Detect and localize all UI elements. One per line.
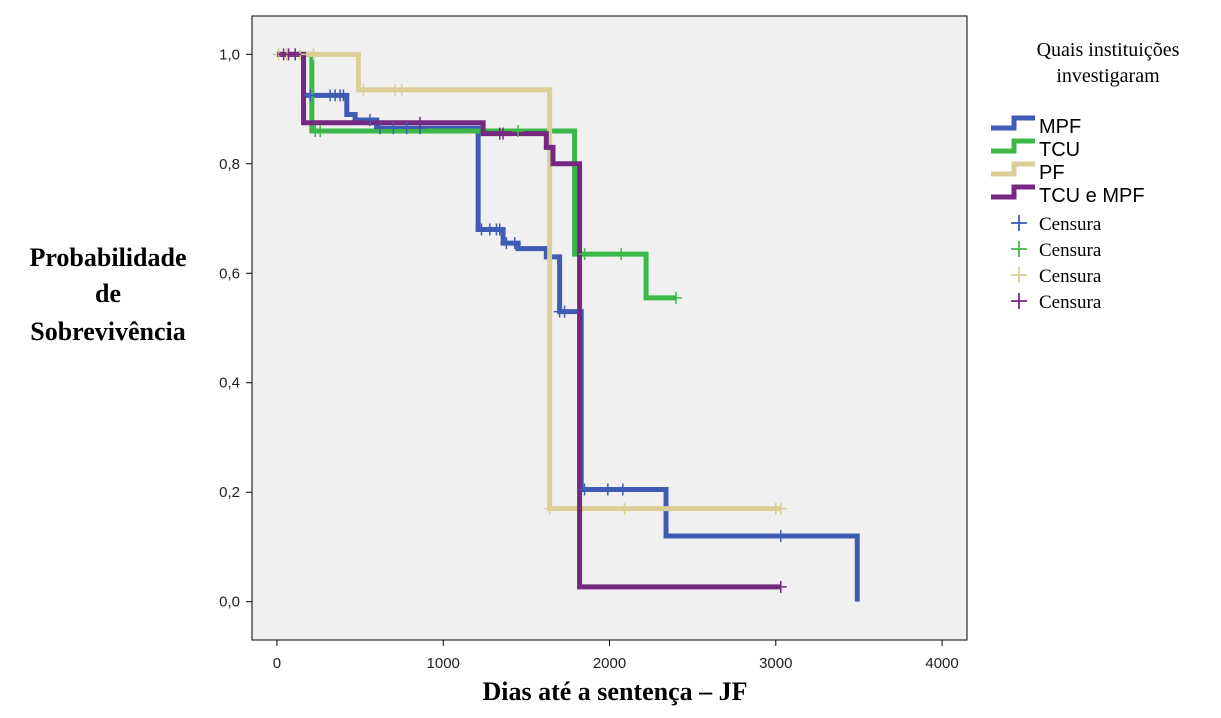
legend-censor-mark-1 — [1011, 215, 1027, 231]
y-tick-label: 1,0 — [219, 46, 240, 63]
censor-mark — [395, 83, 408, 96]
legend: Quais instituições investigaram MPFTCUPF… — [991, 39, 1180, 313]
legend-censor-mark-3 — [1011, 267, 1027, 283]
censor-mark — [493, 223, 506, 236]
y-tick-label: 0,8 — [219, 156, 240, 173]
censor-mark — [774, 580, 787, 593]
legend-label-4: TCU e MPF — [1039, 185, 1145, 207]
series-line-3 — [276, 51, 781, 512]
legend-swatch-1 — [991, 115, 1035, 131]
y-axis-title-line-2: de — [95, 279, 121, 308]
censor-mark — [374, 122, 387, 135]
y-axis-title-line-3: Sobrevivência — [30, 317, 186, 346]
y-tick-label: 0,6 — [219, 265, 240, 282]
censor-mark — [543, 502, 556, 515]
series-line-2 — [276, 51, 677, 301]
censor-mark — [558, 305, 571, 318]
censor-mark — [601, 483, 614, 496]
x-tick-label: 3000 — [759, 655, 792, 672]
legend-censor-mark-4 — [1011, 293, 1027, 309]
legend-censor-label-2: Censura — [1039, 240, 1102, 261]
censor-mark — [497, 127, 510, 140]
censor-mark — [578, 248, 591, 261]
censor-mark — [364, 114, 377, 126]
x-tick-label: 2000 — [593, 655, 626, 672]
x-axis-title: Dias até a sentença – JF — [482, 677, 747, 706]
legend-title-line-1: Quais instituições — [1037, 39, 1180, 61]
censor-marks — [272, 48, 787, 593]
censor-mark — [304, 89, 317, 102]
y-tick-label: 0,2 — [219, 484, 240, 501]
x-axis-ticks: 0 1000 2000 3000 4000 — [273, 640, 959, 672]
censor-mark — [670, 291, 683, 304]
legend-censor-label-4: Censura — [1039, 292, 1102, 313]
censor-mark — [774, 502, 787, 515]
legend-swatch-4 — [991, 184, 1035, 200]
legend-censor-mark-2 — [1011, 241, 1027, 257]
censor-mark — [400, 122, 413, 135]
censor-mark — [616, 483, 629, 496]
censor-mark — [774, 530, 787, 542]
censor-mark — [314, 124, 327, 137]
series-line-4 — [276, 51, 781, 590]
y-tick-label: 0,4 — [219, 375, 240, 392]
censor-mark — [289, 48, 302, 61]
legend-swatch-3 — [991, 161, 1035, 177]
censor-mark — [337, 89, 350, 102]
x-tick-label: 1000 — [427, 655, 460, 672]
legend-label-1: MPF — [1039, 116, 1081, 138]
legend-censor-label-1: Censura — [1039, 214, 1102, 235]
x-tick-label: 0 — [273, 655, 281, 672]
y-axis-title-line-1: Probabilidade — [29, 243, 186, 272]
censor-mark — [357, 83, 370, 96]
legend-label-2: TCU — [1039, 139, 1080, 161]
y-axis-ticks: 0,0 0,2 0,4 0,6 0,8 1,0 — [219, 46, 252, 611]
censor-mark — [508, 237, 521, 250]
censor-mark — [618, 502, 631, 515]
legend-swatch-2 — [991, 138, 1035, 154]
censor-mark — [512, 124, 525, 137]
censor-mark — [615, 248, 628, 261]
x-tick-label: 4000 — [925, 655, 958, 672]
legend-censor-label-3: Censura — [1039, 266, 1102, 287]
censor-mark — [413, 116, 426, 129]
legend-label-3: PF — [1039, 162, 1065, 184]
y-tick-label: 0,0 — [219, 594, 240, 611]
censor-mark — [578, 483, 591, 496]
censor-mark — [307, 48, 320, 61]
censor-mark — [387, 122, 400, 135]
legend-title-line-2: investigaram — [1056, 65, 1160, 87]
